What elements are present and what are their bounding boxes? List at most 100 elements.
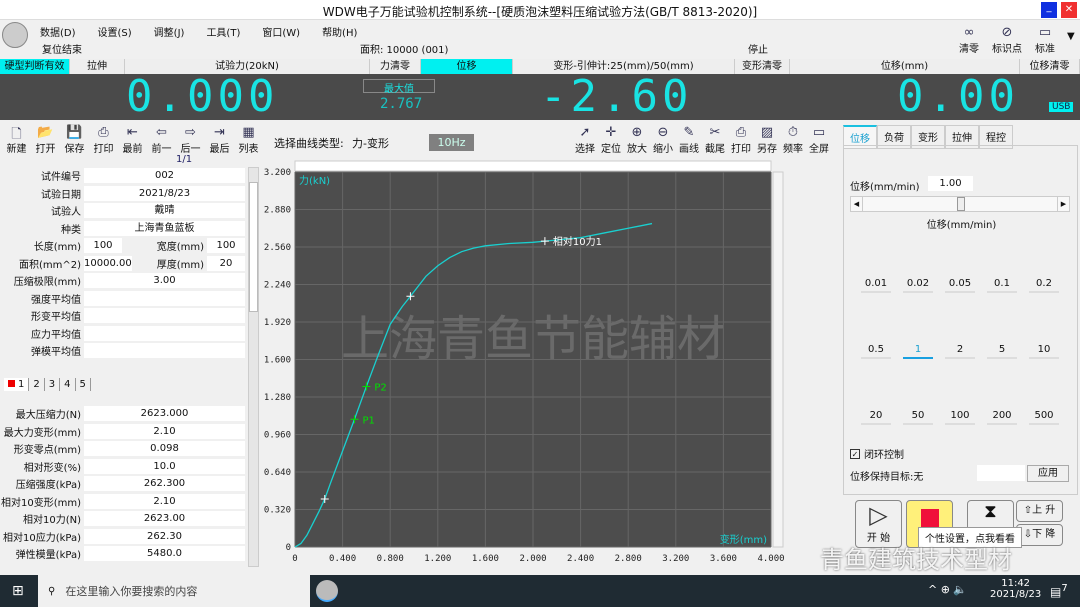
speed-input[interactable]: 1.00	[928, 176, 973, 191]
chevron-down-icon[interactable]: ▼	[1067, 31, 1075, 42]
menu-window[interactable]: 窗口(W)	[262, 28, 301, 39]
scrollbar[interactable]	[248, 167, 259, 567]
后一-button[interactable]: ⇨ 后一	[176, 125, 205, 155]
speed-option[interactable]: 0.1	[987, 278, 1017, 293]
y-axis-label: 力(kN)	[299, 174, 330, 187]
y-tick-label: 3.200	[264, 168, 291, 178]
画线-button[interactable]: ✎ 画线	[676, 125, 702, 155]
up-button[interactable]: ⇧上 升	[1016, 500, 1063, 522]
mark-point-button[interactable]: ⊘ 标识点	[992, 25, 1022, 55]
menu-tools[interactable]: 工具(T)	[206, 28, 241, 39]
前一-button[interactable]: ⇦ 前一	[147, 125, 176, 155]
打开-button[interactable]: 📂 打开	[31, 125, 60, 155]
speed-option[interactable]: 0.2	[1029, 278, 1059, 293]
speed-option[interactable]: 100	[945, 410, 975, 425]
列表-button[interactable]: ▦ 列表	[234, 125, 263, 155]
speed-option[interactable]: 200	[987, 410, 1017, 425]
apply-button[interactable]: 应用	[1027, 465, 1069, 482]
speed-option[interactable]: 20	[861, 410, 891, 425]
y-tick-label: 2.240	[264, 281, 291, 291]
chart-panel: 上海青鱼节能辅材 0 0.320 0.640 0.960 1.280 1.600 1.920 2…	[262, 160, 840, 573]
speed-option[interactable]: 50	[903, 410, 933, 425]
notification-icon[interactable]: ▤7	[1050, 583, 1068, 599]
control-tab-3[interactable]: 拉伸	[945, 125, 979, 149]
label-tension[interactable]: 拉伸	[70, 59, 125, 74]
close-button[interactable]: ✕	[1061, 2, 1077, 18]
control-tab-2[interactable]: 变形	[911, 125, 945, 149]
frequency-badge: 10Hz	[429, 134, 474, 151]
app-taskbar-icon[interactable]	[316, 580, 338, 602]
新建-button[interactable]: 🗋 新建	[2, 125, 31, 155]
speed-option[interactable]: 2	[945, 344, 975, 359]
vertical-scrollbar[interactable]	[772, 171, 784, 548]
tray-icons[interactable]: ^ ⊕ 🔈	[928, 583, 968, 596]
最前-button[interactable]: ⇤ 最前	[118, 125, 147, 155]
全屏-button[interactable]: ▭ 全屏	[806, 125, 832, 155]
打印-button[interactable]: ⎙ 打印	[89, 125, 118, 155]
label-hard-judge[interactable]: 硬型判断有效	[0, 59, 70, 74]
speed-slider[interactable]: ◀ ▶	[850, 196, 1070, 212]
minimize-button[interactable]: _	[1041, 2, 1057, 18]
displacement-zero-button[interactable]: 位移清零	[1020, 59, 1080, 74]
force-deformation-chart[interactable]: 上海青鱼节能辅材00.3200.6400.9601.2801.6001.9202…	[262, 160, 840, 573]
result-tab-5[interactable]: 5	[76, 378, 91, 391]
打印-button[interactable]: ⎙ 打印	[728, 125, 754, 155]
result-tab-4[interactable]: 4	[60, 378, 76, 391]
x-tick-label: 3.600	[710, 554, 737, 564]
closed-loop-checkbox[interactable]: ✓ 闭环控制	[850, 448, 904, 461]
clear-zero-button[interactable]: ∞ 清零	[955, 25, 983, 55]
start-button[interactable]: ▷ 开 始	[855, 500, 902, 548]
speed-option[interactable]: 0.05	[945, 278, 975, 293]
search-box[interactable]: ⚲ 在这里输入你要搜索的内容	[38, 575, 310, 607]
link-icon: ∞	[963, 25, 975, 40]
speed-option[interactable]: 0.02	[903, 278, 933, 293]
curve-marker	[362, 382, 371, 391]
缩小-button[interactable]: ⊖ 缩小	[650, 125, 676, 155]
list-icon: ▦	[242, 125, 255, 140]
另存-button[interactable]: ▨ 另存	[754, 125, 780, 155]
control-tab-4[interactable]: 程控	[979, 125, 1013, 149]
x-tick-label: 4.000	[757, 554, 784, 564]
label-displacement[interactable]: 位移	[421, 59, 513, 74]
speed-option[interactable]: 1	[903, 344, 933, 359]
control-tab-1[interactable]: 负荷	[877, 125, 911, 149]
最后-button[interactable]: ⇥ 最后	[205, 125, 234, 155]
menu-adjust[interactable]: 调整(J)	[153, 28, 185, 39]
result-tab-2[interactable]: 2	[29, 378, 45, 391]
save-icon: 💾	[66, 125, 83, 140]
选择-button[interactable]: ➚ 选择	[572, 125, 598, 155]
record-toolbar: 🗋 新建 📂 打开 💾 保存 ⎙ 打印 ⇤ 最前 ⇦ 前一 ⇨ 后一 ⇥ 最后 ▦ 列表	[2, 125, 263, 155]
deform-zero-button[interactable]: 变形清零	[735, 59, 790, 74]
定位-button[interactable]: ✛ 定位	[598, 125, 624, 155]
clock[interactable]: 11:42 2021/8/23	[990, 578, 1042, 600]
horizontal-scrollbar[interactable]	[294, 160, 772, 172]
hold-target-input[interactable]	[977, 465, 1025, 481]
截尾-button[interactable]: ✂ 截尾	[702, 125, 728, 155]
menu-data[interactable]: 数据(D)	[40, 28, 76, 39]
field-row: 相对10力(N) 2623.00	[0, 510, 245, 527]
放大-button[interactable]: ⊕ 放大	[624, 125, 650, 155]
scissors-icon: ✂	[709, 125, 721, 140]
field-row: 最大压缩力(N) 2623.000	[0, 405, 245, 422]
speed-option[interactable]: 0.5	[861, 344, 891, 359]
hourglass-icon: ⧗	[984, 501, 997, 522]
locate-icon: ✛	[605, 125, 617, 140]
speed-option[interactable]: 0.01	[861, 278, 891, 293]
menu-settings[interactable]: 设置(S)	[97, 28, 132, 39]
curve-type-select[interactable]: 力-变形	[352, 137, 389, 150]
保存-button[interactable]: 💾 保存	[60, 125, 89, 155]
force-readout: 0.000	[126, 71, 279, 122]
speed-option[interactable]: 500	[1029, 410, 1059, 425]
result-tab-3[interactable]: 3	[45, 378, 61, 391]
windows-start-icon[interactable]: ⊞	[12, 583, 24, 599]
频率-button[interactable]: ⏱ 频率	[780, 125, 806, 155]
result-tab-1[interactable]: 1	[4, 378, 30, 391]
field-row: 最大力变形(mm) 2.10	[0, 423, 245, 440]
speed-option[interactable]: 10	[1029, 344, 1059, 359]
speed-option[interactable]: 5	[987, 344, 1017, 359]
menu-help[interactable]: 帮助(H)	[322, 28, 358, 39]
standard-button[interactable]: ▭ 标准	[1031, 25, 1059, 55]
force-zero-button[interactable]: 力清零	[370, 59, 421, 74]
zoom-out-icon: ⊖	[657, 125, 669, 140]
down-button[interactable]: ⇩下 降	[1016, 524, 1063, 546]
